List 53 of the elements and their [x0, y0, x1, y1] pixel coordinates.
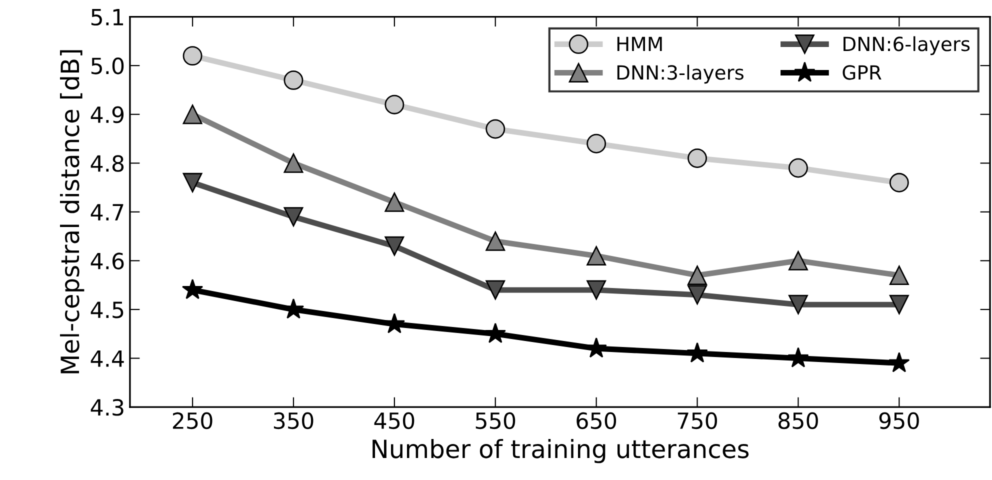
point — [688, 266, 707, 286]
y-tick-label: 4.5 — [90, 302, 124, 318]
point — [284, 70, 304, 90]
point — [686, 342, 708, 363]
point — [889, 294, 909, 314]
legend-label: GPR — [842, 65, 882, 80]
point — [788, 158, 808, 178]
point — [788, 250, 808, 270]
legend-label: DNN:3-layers — [617, 64, 744, 84]
point — [182, 278, 204, 300]
y-tick-label: 4.3 — [90, 398, 124, 416]
point — [888, 352, 910, 372]
point — [486, 280, 506, 300]
point — [384, 236, 404, 256]
x-tick-label: 650 — [576, 412, 616, 430]
point — [384, 313, 406, 334]
x-tick-label: 550 — [476, 412, 516, 430]
legend-label: HMM — [617, 36, 662, 52]
y-tick-label: 4.7 — [90, 204, 124, 220]
x-axis-title: Number of training utterances — [372, 438, 749, 464]
point — [182, 172, 202, 192]
point — [688, 285, 707, 305]
point — [384, 192, 404, 212]
x-tick-label: 750 — [678, 412, 718, 430]
point — [284, 207, 304, 227]
point — [788, 347, 809, 368]
point — [889, 266, 909, 286]
x-tick-label: 350 — [274, 412, 314, 430]
point — [788, 294, 808, 314]
y-tick-label: 4.6 — [90, 252, 124, 270]
x-tick-label: 850 — [778, 412, 818, 430]
point — [486, 119, 506, 139]
point — [586, 246, 606, 266]
y-tick-label: 5.0 — [91, 58, 124, 74]
point — [586, 280, 606, 300]
point — [182, 104, 202, 124]
point — [486, 231, 506, 251]
point — [182, 46, 202, 66]
legend-label: DNN:6-layers — [844, 36, 970, 56]
y-tick-label: 4.9 — [90, 106, 124, 124]
point — [586, 134, 606, 154]
point — [688, 148, 707, 168]
x-tick-label: 450 — [374, 412, 414, 430]
x-tick-label: 950 — [879, 412, 919, 430]
y-tick-label: 4.8 — [90, 155, 124, 172]
y-tick-label: 5.1 — [91, 9, 124, 26]
x-tick-label: 250 — [172, 412, 212, 430]
point — [889, 172, 909, 192]
point — [284, 153, 304, 173]
y-axis-title: Mel-cepstral distance [dB] — [60, 50, 84, 374]
point — [384, 94, 404, 114]
y-tick-label: 4.4 — [90, 350, 124, 367]
point — [484, 322, 506, 343]
